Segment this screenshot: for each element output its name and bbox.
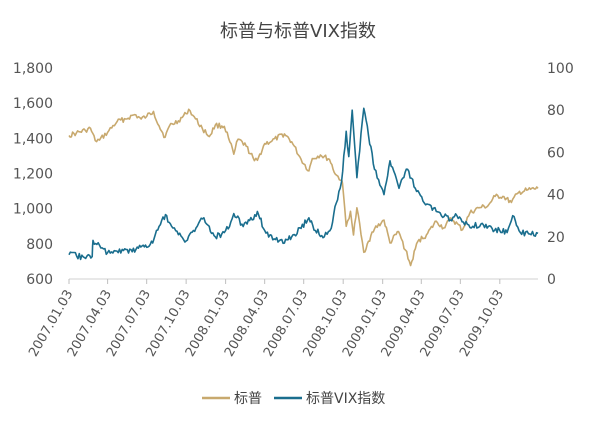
y-axis-right: 0 20 40 60 80 100 xyxy=(547,61,574,288)
series-line-vix xyxy=(68,107,539,261)
x-axis: 2007.01.032007.04.032007.07.032007.10.03… xyxy=(26,278,538,359)
y-left-tick-label: 800 xyxy=(26,237,53,253)
y-left-tick-label: 1,400 xyxy=(13,131,53,147)
y-right-tick-label: 60 xyxy=(547,145,565,161)
y-right-tick-label: 20 xyxy=(547,230,565,246)
y-left-tick-label: 1,200 xyxy=(13,167,53,183)
legend: 标普 标普VIX指数 xyxy=(202,391,385,407)
y-left-tick-label: 1,600 xyxy=(13,96,53,112)
y-right-tick-label: 80 xyxy=(547,103,565,119)
y-left-tick-label: 600 xyxy=(26,272,53,288)
y-left-tick-label: 1,000 xyxy=(13,202,53,218)
legend-label: 标普VIX指数 xyxy=(306,391,385,407)
y-right-tick-label: 100 xyxy=(547,61,574,77)
y-axis-left: 600 800 1,000 1,200 1,400 1,600 1,800 xyxy=(13,61,53,288)
legend-label: 标普 xyxy=(234,391,262,407)
y-right-tick-label: 0 xyxy=(547,272,556,288)
y-left-tick-label: 1,800 xyxy=(13,61,53,77)
chart-title: 标普与标普VIX指数 xyxy=(220,21,376,42)
y-right-tick-label: 40 xyxy=(547,188,565,204)
plot-area xyxy=(68,107,539,267)
series-line-sp500 xyxy=(68,108,539,267)
